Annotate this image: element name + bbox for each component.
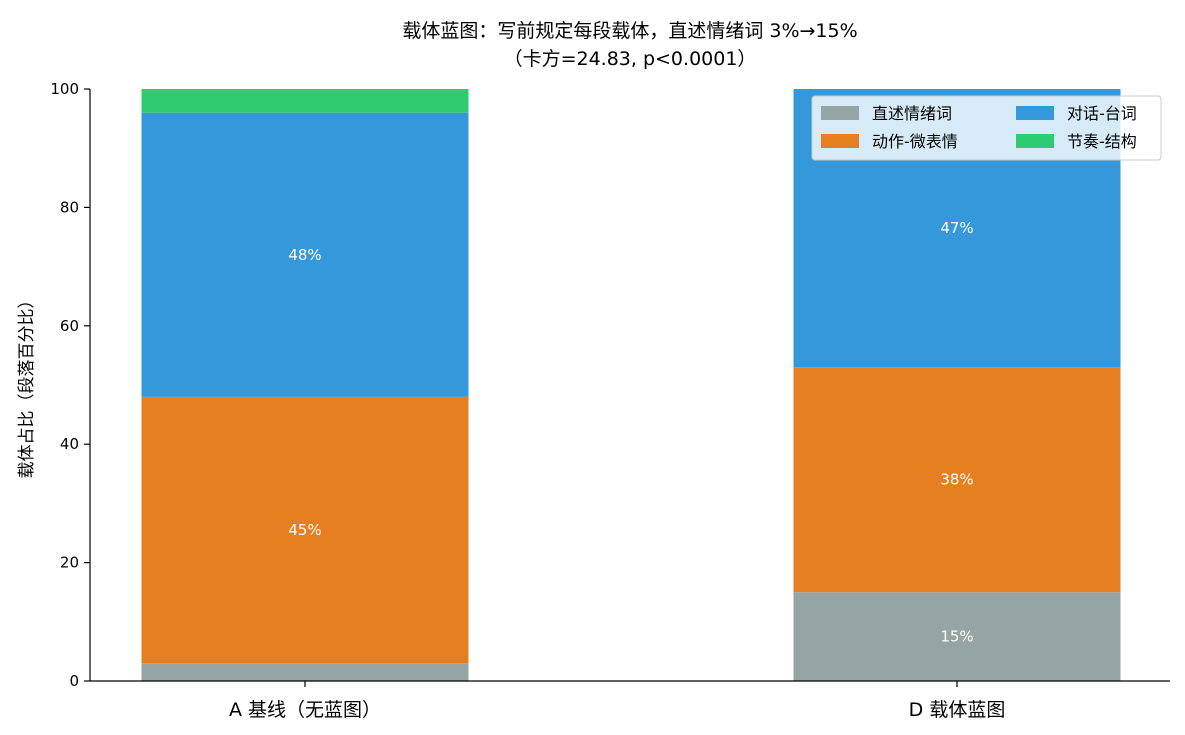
y-tick-label-1: 20 [60, 554, 79, 572]
data-label-0-2: 48% [288, 246, 321, 264]
chart-subtitle: （卡方=24.83, p<0.0001） [504, 48, 757, 70]
legend-label-3: 节奏-结构 [1067, 132, 1137, 151]
legend-swatch-1 [821, 134, 859, 148]
data-label-1-1: 38% [940, 471, 973, 489]
data-labels-group: 45% 48% 15% 38% 47% [288, 219, 973, 645]
y-tick-label-0: 0 [69, 672, 79, 690]
bar-segment-1-1 [793, 367, 1121, 593]
y-tick-label-2: 40 [60, 435, 79, 453]
legend-frame [811, 95, 1162, 161]
bar-segment-0-1 [141, 396, 469, 664]
y-tick-label-3: 60 [60, 317, 79, 335]
bar-segment-0-0 [141, 663, 469, 681]
legend-label-0: 直述情绪词 [872, 104, 952, 123]
chart-title: 载体蓝图：写前规定每段载体，直述情绪词 3%→15% [402, 20, 857, 42]
data-label-0-1: 45% [288, 521, 321, 539]
data-label-1-2: 47% [940, 219, 973, 237]
legend-label-1: 动作-微表情 [872, 132, 958, 151]
data-label-1-0: 15% [940, 628, 973, 646]
y-ticks-group: 0 20 40 60 80 100 [50, 80, 90, 690]
x-ticks-group: A 基线（无蓝图） D 载体蓝图 [229, 681, 1005, 721]
legend-label-2: 对话-台词 [1067, 104, 1137, 123]
legend-swatch-0 [821, 106, 859, 120]
axes-group [89, 89, 1170, 682]
bar-segment-1-0 [793, 592, 1121, 681]
y-axis-label: 载体占比（段落百分比） [17, 292, 37, 479]
bar-segment-0-2 [141, 112, 469, 397]
legend-swatch-3 [1016, 134, 1054, 148]
y-tick-label-4: 80 [60, 198, 79, 216]
x-tick-label-0: A 基线（无蓝图） [229, 699, 381, 721]
legend-swatch-2 [1016, 106, 1054, 120]
y-tick-label-5: 100 [50, 80, 79, 98]
bars-group [141, 89, 1121, 681]
bar-segment-0-3 [141, 89, 469, 113]
x-tick-label-1: D 载体蓝图 [909, 699, 1006, 721]
